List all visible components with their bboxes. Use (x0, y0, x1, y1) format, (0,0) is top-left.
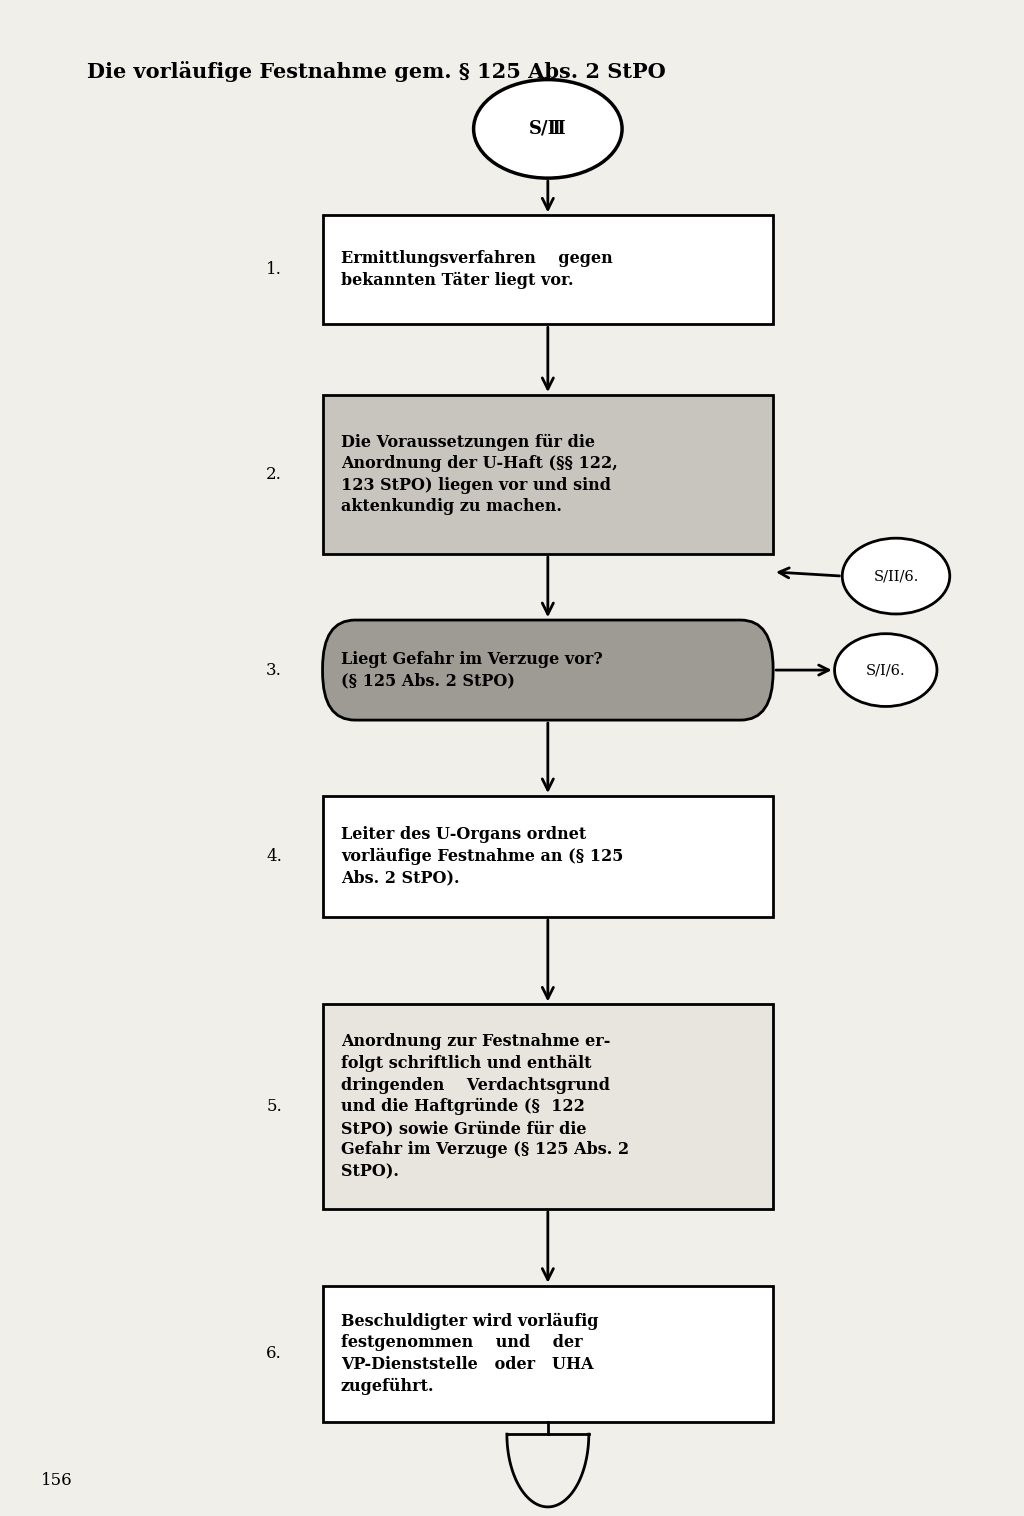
Text: S/Ⅲ: S/Ⅲ (529, 120, 566, 138)
Text: S/II/6.: S/II/6. (873, 568, 919, 584)
Text: Die Voraussetzungen für die
Anordnung der U-Haft (§§ 122,
123 StPO) liegen vor u: Die Voraussetzungen für die Anordnung de… (341, 434, 617, 515)
FancyBboxPatch shape (323, 1286, 773, 1422)
Text: S/I/6.: S/I/6. (866, 662, 905, 678)
Text: 2.: 2. (266, 465, 283, 484)
Ellipse shape (835, 634, 937, 706)
Text: 1.: 1. (266, 261, 283, 279)
Text: 6.: 6. (266, 1345, 282, 1363)
Text: Beschuldigter wird vorläufig
festgenommen    und    der
VP-Dienststelle   oder  : Beschuldigter wird vorläufig festgenomme… (341, 1313, 598, 1395)
Text: 3.: 3. (266, 661, 283, 679)
Text: Liegt Gefahr im Verzuge vor?
(§ 125 Abs. 2 StPO): Liegt Gefahr im Verzuge vor? (§ 125 Abs.… (341, 650, 603, 690)
FancyBboxPatch shape (323, 215, 773, 324)
Text: 156: 156 (41, 1472, 73, 1489)
Text: 5.: 5. (266, 1098, 282, 1116)
Text: Anordnung zur Festnahme er-
folgt schriftlich und enthält
dringenden    Verdacht: Anordnung zur Festnahme er- folgt schrif… (341, 1034, 629, 1179)
FancyBboxPatch shape (323, 394, 773, 555)
Text: Die vorläufige Festnahme gem. § 125 Abs. 2 StPO: Die vorläufige Festnahme gem. § 125 Abs.… (87, 61, 666, 82)
Text: 4.: 4. (266, 847, 283, 866)
FancyBboxPatch shape (323, 620, 773, 720)
Ellipse shape (473, 79, 623, 177)
Text: Leiter des U-Organs ordnet
vorläufige Festnahme an (§ 125
Abs. 2 StPO).: Leiter des U-Organs ordnet vorläufige Fe… (341, 826, 624, 887)
FancyBboxPatch shape (323, 1004, 773, 1210)
Ellipse shape (842, 538, 950, 614)
FancyBboxPatch shape (323, 796, 773, 917)
Text: Ermittlungsverfahren    gegen
bekannten Täter liegt vor.: Ermittlungsverfahren gegen bekannten Tät… (341, 250, 612, 290)
